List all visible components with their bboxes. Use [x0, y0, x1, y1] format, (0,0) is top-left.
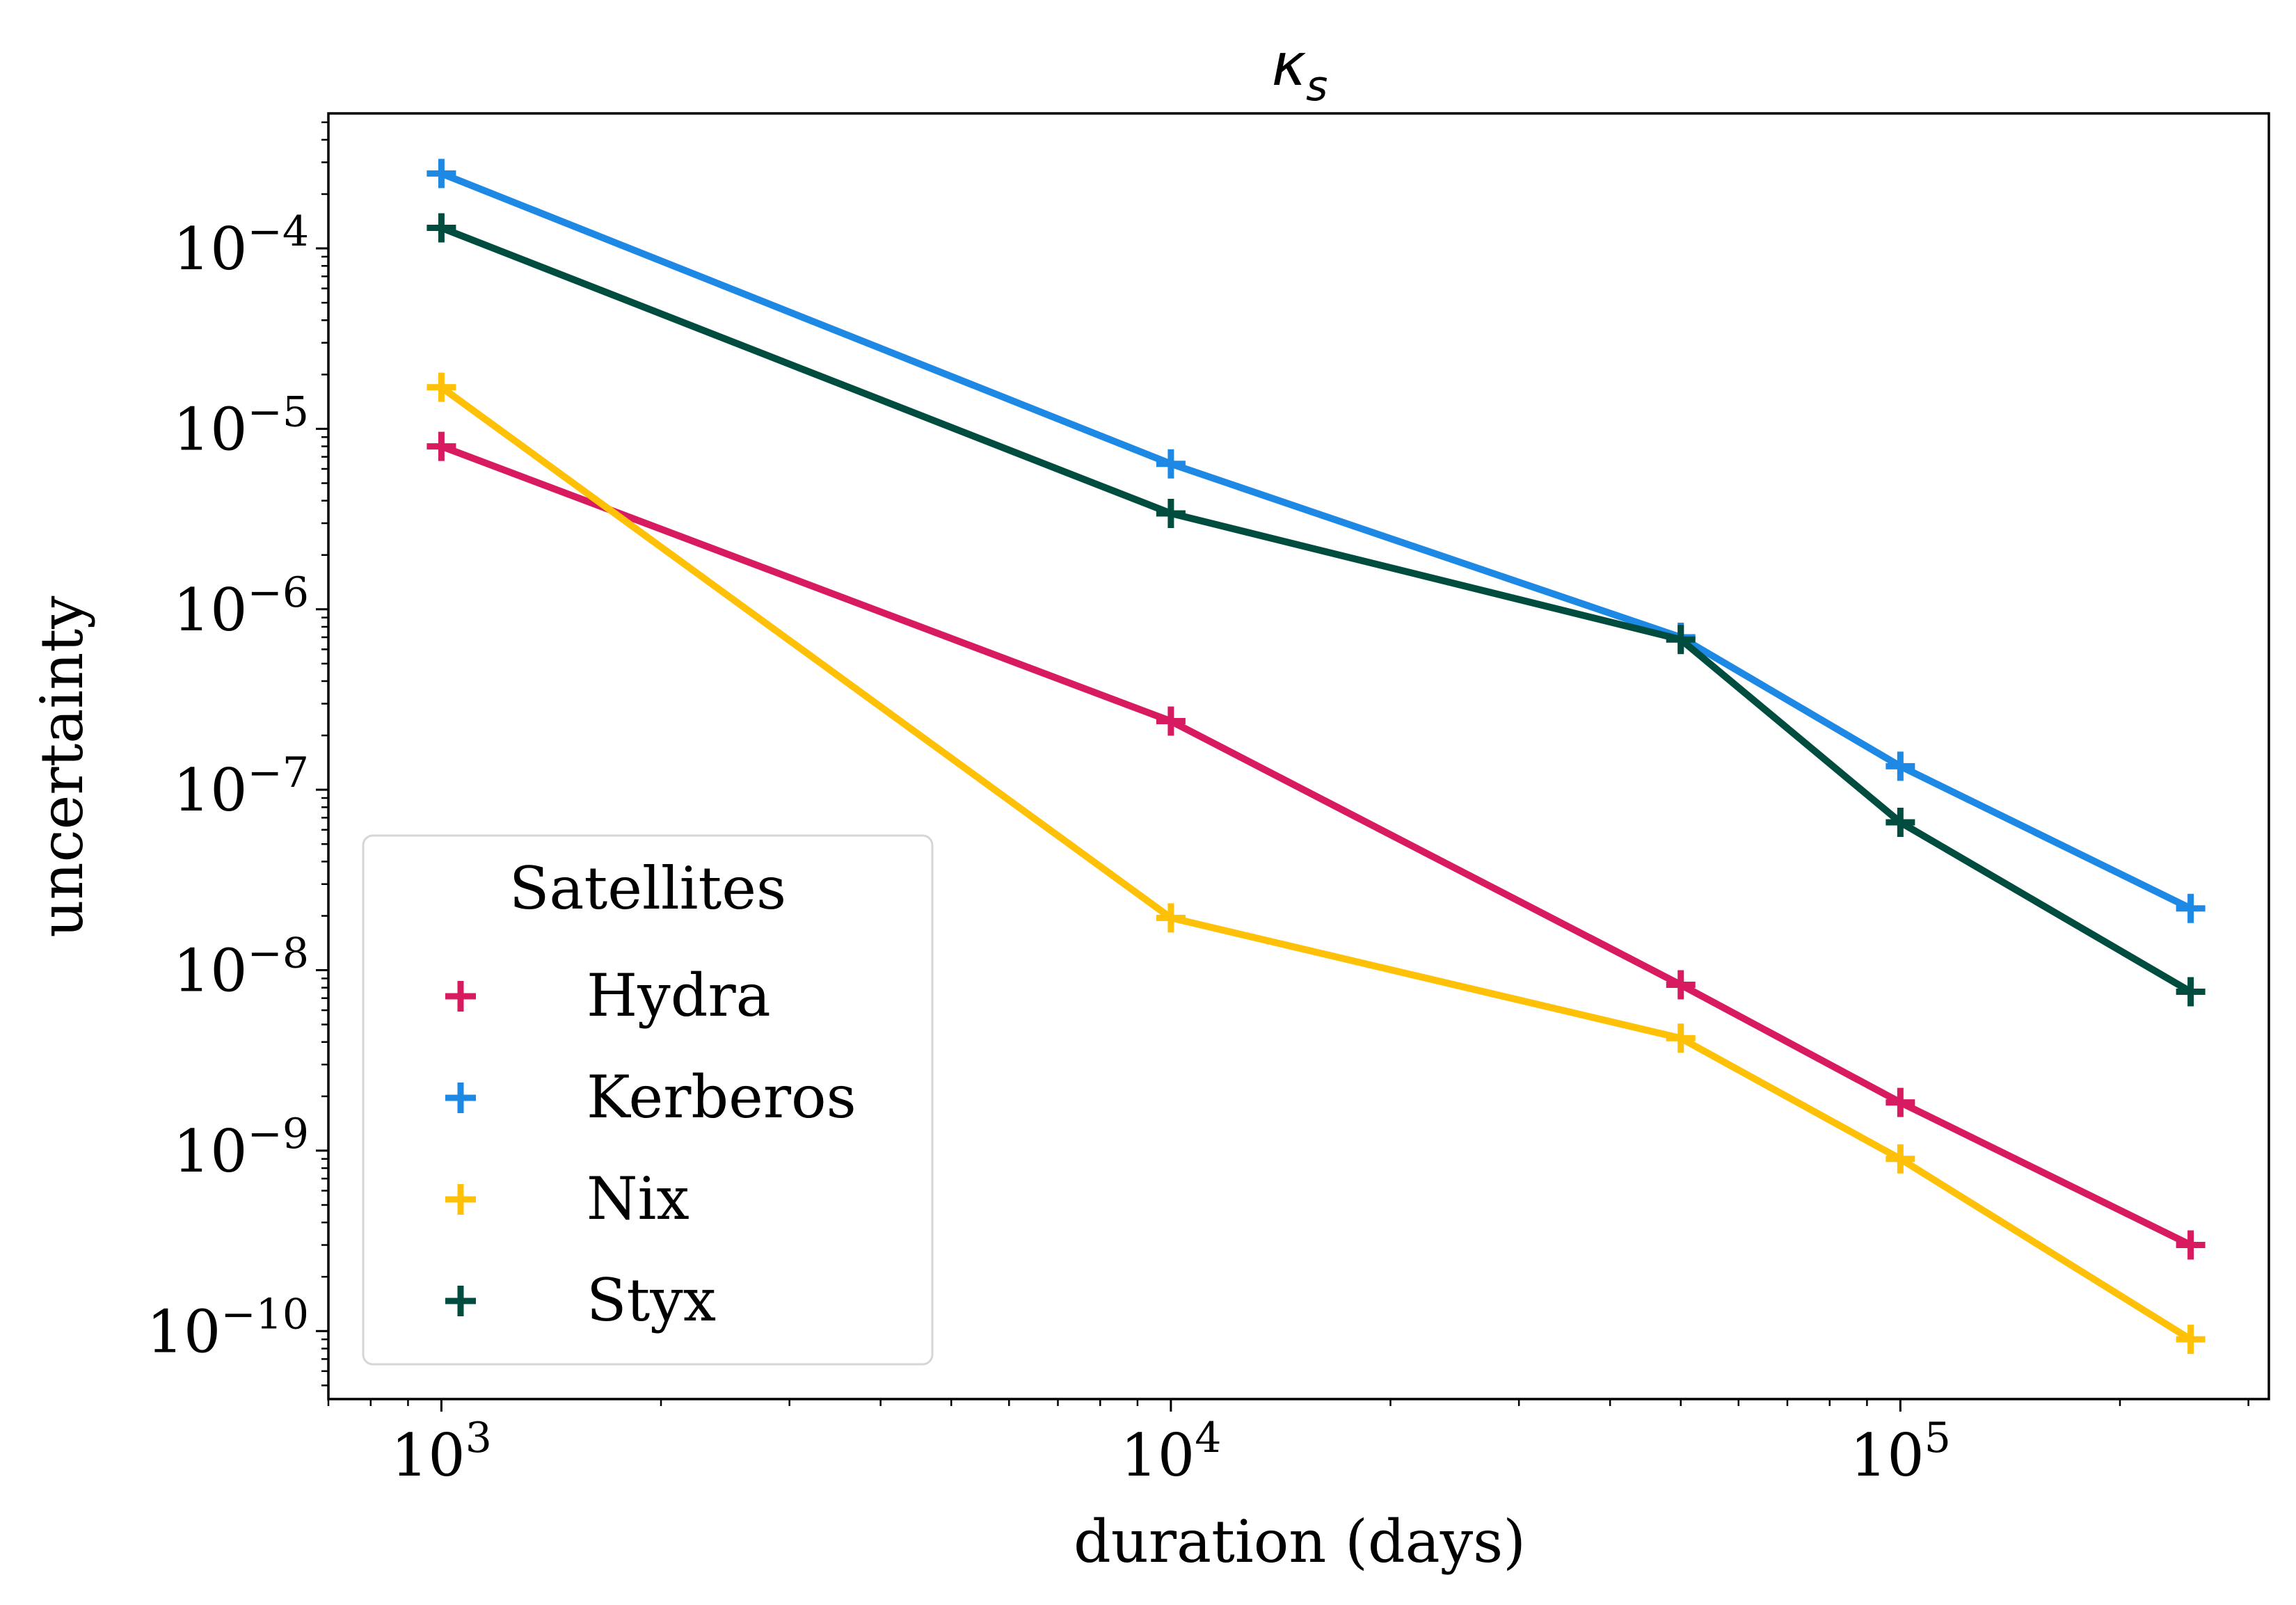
data-point-kerberos — [426, 159, 456, 189]
data-point-nix — [1666, 1023, 1696, 1053]
data-point-kerberos — [2176, 893, 2206, 923]
legend-marker-hydra — [445, 981, 476, 1012]
x-axis-label: duration (days) — [1074, 1508, 1526, 1576]
axes-frame — [327, 112, 2270, 1400]
chart-title-main: κ — [1272, 31, 1307, 99]
y-tick-label: 10−7 — [173, 749, 309, 824]
y-tick-label: 10−9 — [173, 1110, 309, 1185]
x-tick-label: 105 — [1850, 1414, 1951, 1490]
axis-ticks: 103 104 105 10−4 10−5 10−6 10−7 10−8 10−9 10−10 — [146, 121, 2249, 1490]
legend-marker-styx — [445, 1286, 476, 1316]
data-point-nix — [2176, 1325, 2206, 1355]
legend-entries: Hydra Kerberos Nix Styx — [445, 961, 856, 1334]
plot-area — [426, 159, 2206, 1355]
data-point-nix — [426, 372, 456, 402]
data-point-styx — [1666, 625, 1696, 655]
legend-label-kerberos: Kerberos — [587, 1063, 856, 1131]
data-point-kerberos — [1886, 751, 1915, 781]
data-point-styx — [1886, 807, 1915, 837]
legend-box — [362, 834, 934, 1366]
chart-title: κs — [1272, 31, 1328, 111]
data-point-hydra — [1156, 706, 1186, 736]
y-tick-label: 10−5 — [173, 388, 309, 463]
y-tick-label: 10−6 — [173, 568, 309, 644]
legend-label-nix: Nix — [587, 1165, 689, 1233]
y-tick-label: 10−8 — [173, 929, 309, 1005]
legend-marker-kerberos — [445, 1083, 476, 1113]
legend-marker-nix — [445, 1184, 476, 1215]
data-point-hydra — [1886, 1087, 1915, 1117]
legend-label-styx: Styx — [587, 1266, 716, 1334]
y-tick-label: 10−10 — [146, 1290, 309, 1366]
data-point-styx — [1156, 498, 1186, 528]
data-point-kerberos — [1156, 449, 1186, 479]
y-axis-label: uncertainty — [28, 596, 96, 938]
data-point-nix — [1886, 1144, 1915, 1174]
y-tick-label: 10−4 — [173, 207, 309, 283]
data-point-styx — [426, 213, 456, 243]
chart-title-subscript: s — [1306, 62, 1328, 111]
data-point-hydra — [426, 431, 456, 461]
data-point-hydra — [1666, 970, 1696, 1000]
data-point-hydra — [2176, 1230, 2206, 1260]
x-tick-label: 104 — [1120, 1414, 1221, 1490]
data-point-nix — [1156, 903, 1186, 933]
legend-title: Satellites — [509, 854, 786, 923]
legend-label-hydra: Hydra — [587, 961, 771, 1030]
data-point-styx — [2176, 977, 2206, 1007]
legend: Satellites Hydra Kerberos Nix Styx — [362, 834, 934, 1366]
x-tick-label: 103 — [391, 1414, 492, 1490]
